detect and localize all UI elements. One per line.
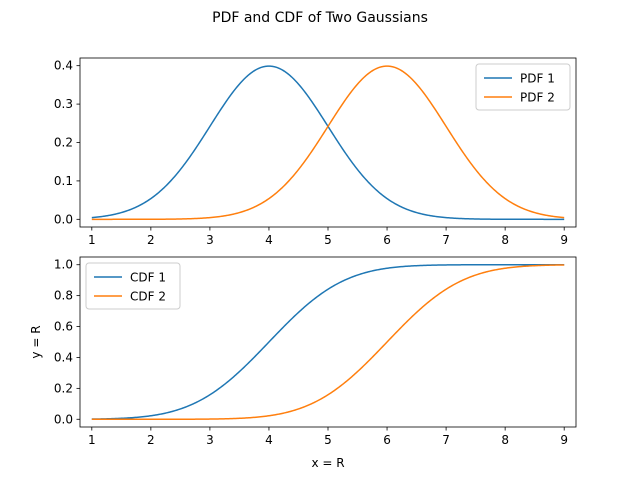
x-tick-label: 9 [560, 233, 568, 247]
x-tick-label: 9 [560, 433, 568, 447]
x-tick-label: 4 [265, 433, 273, 447]
x-tick-label: 2 [147, 233, 155, 247]
y-tick-label: 0.4 [54, 59, 73, 73]
x-tick-label: 2 [147, 433, 155, 447]
series-line-cdf-1 [91, 263, 565, 420]
legend-label: CDF 2 [130, 290, 166, 304]
x-tick-label: 5 [324, 433, 332, 447]
x-axis-label: x = R [311, 456, 344, 470]
y-tick-label: 0.0 [54, 412, 73, 426]
y-axis-label: y = R [29, 325, 43, 358]
x-tick-label: 5 [324, 233, 332, 247]
legend-label: PDF 2 [520, 91, 555, 105]
x-tick-label: 8 [501, 433, 509, 447]
y-tick-label: 0.1 [54, 174, 73, 188]
y-tick-label: 0.6 [54, 320, 73, 334]
series-line-cdf-2 [91, 264, 565, 421]
x-tick-label: 7 [442, 233, 450, 247]
x-tick-label: 8 [501, 233, 509, 247]
x-tick-label: 4 [265, 233, 273, 247]
y-tick-label: 1.0 [54, 258, 73, 272]
legend: PDF 1 PDF 2 [475, 63, 571, 111]
y-tick-label: 0.3 [54, 97, 73, 111]
subplot-2: 1 2 3 4 5 6 7 8 9 0.0 0.2 0.4 0.6 0.8 1.0 x = R y = R CDF… [29, 256, 577, 470]
legend-box [475, 63, 571, 111]
x-tick-label: 1 [88, 233, 96, 247]
series-line-pdf-2 [91, 65, 565, 221]
x-tick-label: 1 [88, 433, 96, 447]
legend-label: PDF 1 [520, 72, 555, 86]
legend: CDF 1 CDF 2 [85, 262, 181, 310]
x-tick-label: 3 [206, 433, 214, 447]
y-tick-label: 0.0 [54, 212, 73, 226]
legend-box [85, 262, 181, 310]
y-tick-label: 0.2 [54, 136, 73, 150]
y-tick-label: 0.4 [54, 350, 73, 364]
y-tick-label: 0.8 [54, 289, 73, 303]
x-tick-label: 6 [383, 433, 391, 447]
y-tick-label: 0.2 [54, 381, 73, 395]
x-tick-label: 7 [442, 433, 450, 447]
legend-label: CDF 1 [130, 271, 166, 285]
subplot-1: 1 2 3 4 5 6 7 8 9 0.0 0.1 0.2 0.3 0.4 PDF 1 PDF 2 [54, 57, 577, 247]
figure-title: PDF and CDF of Two Gaussians [212, 10, 428, 26]
x-tick-label: 6 [383, 233, 391, 247]
chart-panels: 1 2 3 4 5 6 7 8 9 0.0 0.1 0.2 0.3 0.4 PDF 1 PDF 2 1 2 3 4 5 6… [29, 57, 577, 470]
x-tick-label: 3 [206, 233, 214, 247]
